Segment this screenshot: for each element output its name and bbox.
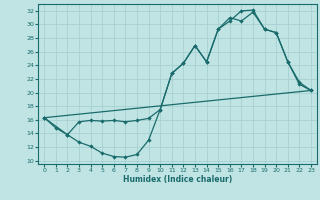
X-axis label: Humidex (Indice chaleur): Humidex (Indice chaleur) (123, 175, 232, 184)
